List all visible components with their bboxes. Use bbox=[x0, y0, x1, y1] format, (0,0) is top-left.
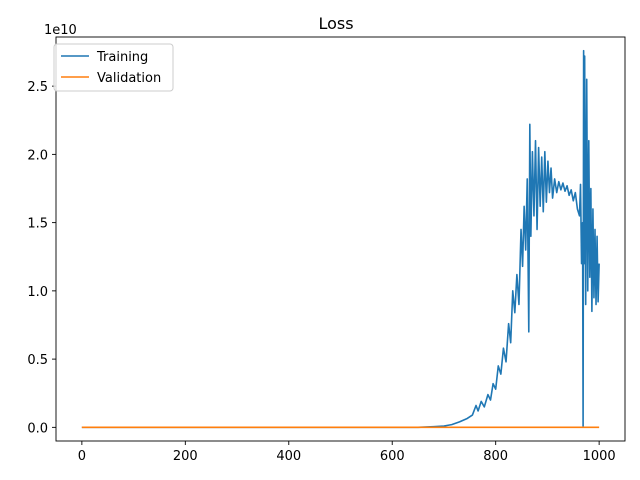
series-layer bbox=[81, 49, 600, 429]
y-tick-label: 1.5 bbox=[27, 217, 48, 232]
y-tick-label: 2.0 bbox=[27, 148, 48, 163]
legend-label-validation: Validation bbox=[97, 71, 161, 86]
x-tick-label: 200 bbox=[173, 449, 198, 464]
y-offset-label: 1e10 bbox=[44, 23, 77, 38]
y-tick-label: 0.5 bbox=[27, 353, 48, 368]
plot-area: 0 200 400 600 800 1000 0.0 0.5 1.0 1.5 2.0 2.5 bbox=[27, 36, 626, 464]
y-tick-label: 1.0 bbox=[27, 285, 48, 300]
y-tick-label: 0.0 bbox=[27, 421, 48, 436]
axes-frame bbox=[55, 36, 626, 442]
series-line-training bbox=[81, 49, 600, 429]
chart-title: Loss bbox=[318, 14, 353, 33]
x-tick-label: 600 bbox=[380, 449, 405, 464]
x-tick-label: 800 bbox=[483, 449, 508, 464]
x-tick-label: 1000 bbox=[583, 449, 616, 464]
y-tick-label: 2.5 bbox=[27, 80, 48, 95]
x-axis: 0 200 400 600 800 1000 bbox=[78, 441, 616, 464]
legend-label-training: Training bbox=[96, 50, 148, 65]
legend: Training Validation bbox=[53, 43, 174, 92]
y-axis: 0.0 0.5 1.0 1.5 2.0 2.5 bbox=[27, 80, 56, 436]
x-tick-label: 400 bbox=[276, 449, 301, 464]
x-tick-label: 0 bbox=[78, 449, 86, 464]
